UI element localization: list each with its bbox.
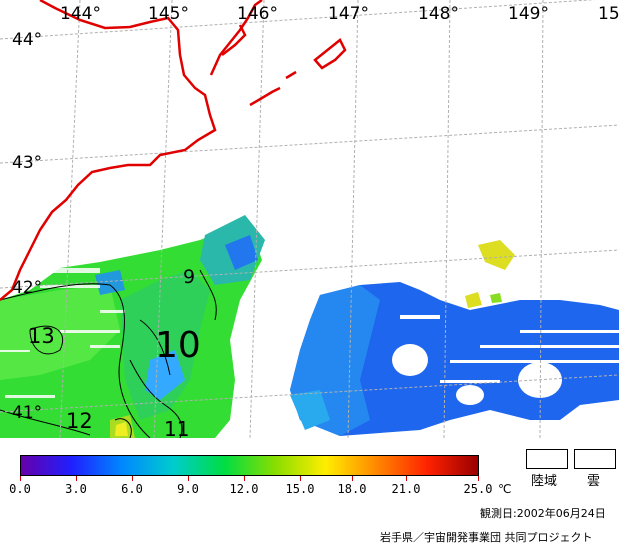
longitude-label: 147° xyxy=(328,4,369,24)
map-canvas: 144° 145° 146° 147° 148° 149° 15 44° 43°… xyxy=(0,0,619,438)
observation-date: 観測日:2002年06月24日 xyxy=(480,507,606,520)
colorbar-tick-label: 15.0 xyxy=(285,482,315,496)
contour-label: 9 xyxy=(183,266,195,288)
longitude-label: 15 xyxy=(598,4,619,24)
colorbar-tick-label: 18.0 xyxy=(337,482,367,496)
graticule xyxy=(0,0,619,438)
longitude-label: 148° xyxy=(418,4,459,24)
colorbar-tick xyxy=(132,476,133,481)
longitude-label: 144° xyxy=(60,4,101,24)
longitude-label: 149° xyxy=(508,4,549,24)
longitude-label: 146° xyxy=(237,4,278,24)
land-label: 陸域 xyxy=(531,474,558,489)
contour-label: 13 xyxy=(28,324,55,348)
contour-label: 10 xyxy=(155,325,201,366)
land-swatch xyxy=(526,449,568,469)
sst-data-east xyxy=(290,240,619,436)
longitude-label: 145° xyxy=(148,4,189,24)
colorbar-tick-label: 9.0 xyxy=(177,482,199,496)
temperature-unit: ℃ xyxy=(498,482,512,496)
colorbar-tick-label: 6.0 xyxy=(121,482,143,496)
latitude-label: 41° xyxy=(12,403,42,423)
sst-map: 144° 145° 146° 147° 148° 149° 15 44° 43°… xyxy=(0,0,619,438)
colorbar-tick xyxy=(352,476,353,481)
cloud-label: 雲 xyxy=(587,474,601,489)
colorbar-tick-label: 3.0 xyxy=(65,482,87,496)
colorbar-tick xyxy=(300,476,301,481)
colorbar-tick-label: 21.0 xyxy=(391,482,421,496)
cloud-swatch xyxy=(574,449,616,469)
colorbar-tick-label: 25.0 xyxy=(463,482,493,496)
credit-text: 岩手県／宇宙開発事業団 共同プロジェクト xyxy=(380,531,593,544)
latitude-label: 42° xyxy=(12,278,42,298)
latitude-label: 44° xyxy=(12,30,42,50)
colorbar-tick xyxy=(20,476,21,481)
colorbar-tick xyxy=(76,476,77,481)
contour-label: 11 xyxy=(164,417,189,438)
colorbar-tick-label: 12.0 xyxy=(229,482,259,496)
sst-contours xyxy=(0,269,217,438)
temperature-colorbar xyxy=(20,455,479,476)
contour-label: 12 xyxy=(66,409,93,433)
colorbar-tick xyxy=(406,476,407,481)
colorbar-tick xyxy=(244,476,245,481)
coastline xyxy=(0,0,347,301)
colorbar-tick xyxy=(478,476,479,481)
latitude-label: 43° xyxy=(12,153,42,173)
colorbar-tick-label: 0.0 xyxy=(9,482,31,496)
colorbar-tick xyxy=(188,476,189,481)
sst-data-west xyxy=(0,215,265,438)
